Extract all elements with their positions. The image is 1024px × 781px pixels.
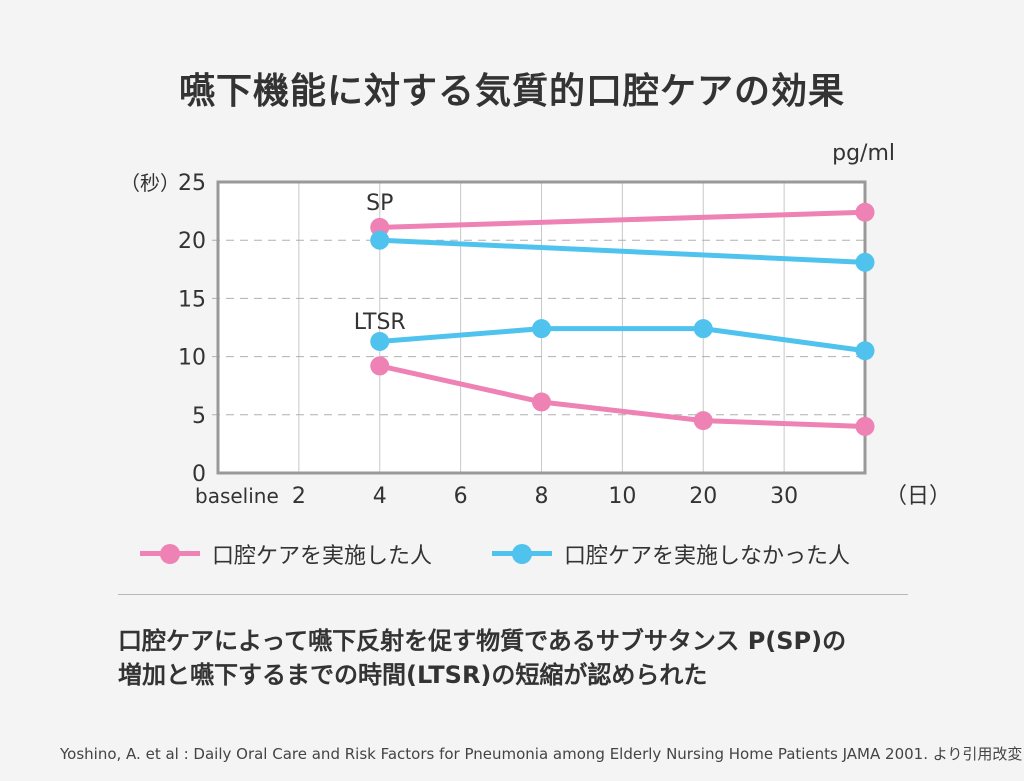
plot-frame — [216, 180, 867, 475]
page-title: 嚥下機能に対する気質的口腔ケアの効果 — [178, 71, 845, 112]
conclusion-line-2: 増加と嚥下するまでの時間(LTSR)の短縮が認められた — [118, 661, 708, 689]
x-tick-label: 6 — [454, 484, 468, 509]
conclusion-line-1: 口腔ケアによって嚥下反射を促す物質であるサブサタンス P(SP)の — [118, 627, 847, 655]
x-tick-label: 10 — [608, 484, 636, 509]
legend-label-care: 口腔ケアを実施した人 — [212, 544, 433, 569]
y-tick-label: 5 — [192, 404, 206, 429]
series-line — [377, 326, 868, 354]
legend-label-no-care: 口腔ケアを実施しなかった人 — [564, 544, 851, 569]
data-point — [855, 416, 875, 436]
citation-footnote: Yoshino, A. et al : Daily Oral Care and … — [60, 745, 1023, 763]
data-point — [370, 331, 390, 351]
legend-item-no-care: 口腔ケアを実施しなかった人 — [492, 534, 850, 574]
series-annotation: LTSR — [354, 310, 406, 335]
y-tick-label: 15 — [178, 287, 206, 312]
series-line — [377, 363, 868, 429]
x-tick-label: 8 — [535, 484, 549, 509]
x-tick-label: 4 — [373, 484, 387, 509]
x-tick-label: 2 — [292, 484, 306, 509]
y-axis-unit-label: （秒） — [120, 171, 180, 195]
data-point — [855, 252, 875, 272]
y-tick-label: 20 — [178, 229, 206, 254]
divider — [118, 594, 908, 595]
x-tick-label: baseline — [195, 484, 279, 508]
data-point — [370, 230, 390, 250]
data-point — [855, 341, 875, 361]
legend-swatch-no-care — [492, 534, 552, 574]
x-tick-label: 20 — [689, 484, 717, 509]
data-point — [693, 411, 713, 431]
series-line — [377, 209, 868, 230]
y-tick-label: 10 — [178, 346, 206, 371]
data-point — [532, 319, 551, 339]
series-line — [377, 237, 868, 265]
series-annotation: SP — [366, 191, 393, 216]
legend-swatch-care — [140, 534, 200, 574]
data-point — [855, 202, 875, 222]
conclusion-text: 口腔ケアによって嚥下反射を促す物質であるサブサタンス P(SP)の 増加と嚥下す… — [118, 624, 938, 692]
x-axis-unit-label: （日） — [885, 484, 951, 509]
y-axis-unit-label-right: pg/ml — [832, 141, 895, 166]
data-point — [532, 392, 551, 412]
line-chart: 0 5 10 15 20 25 baseline 2 4 6 8 10 20 30 （日） （秒） pg/ml S… — [120, 141, 951, 509]
chart-legend: 口腔ケアを実施した人 口腔ケアを実施しなかった人 — [140, 534, 920, 574]
data-point — [370, 356, 390, 376]
y-tick-label: 25 — [178, 171, 206, 196]
legend-item-care: 口腔ケアを実施した人 — [140, 534, 432, 574]
data-point — [693, 319, 713, 339]
y-tick-label: 0 — [192, 462, 206, 487]
x-tick-label: 30 — [770, 484, 798, 509]
